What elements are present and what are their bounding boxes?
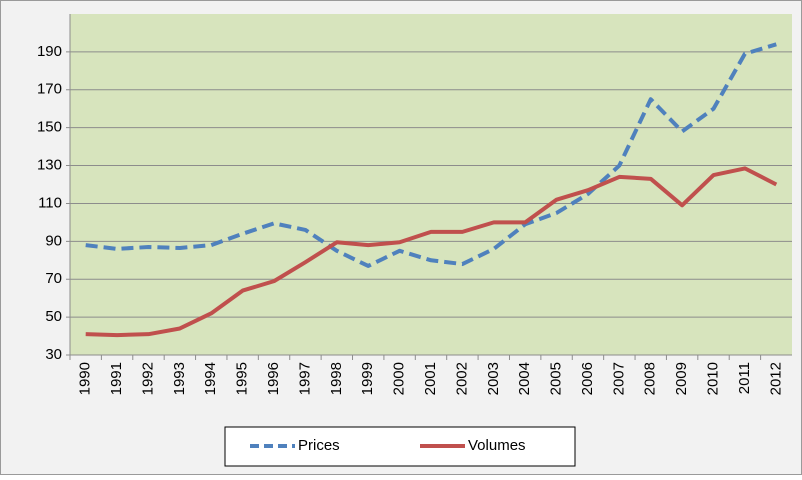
x-tick-label: 2009 [673,362,690,395]
x-tick-label: 2007 [610,362,627,395]
x-tick-label: 1998 [328,362,345,395]
x-tick-label: 2011 [736,362,753,394]
y-tick-label: 190 [37,43,62,60]
x-tick-label: 1995 [234,362,251,395]
y-tick-label: 170 [37,81,62,98]
x-tick-label: 2001 [422,362,439,395]
x-tick-label: 2004 [516,362,533,395]
x-tick-label: 1999 [359,362,376,395]
x-tick-label: 1997 [296,362,313,395]
y-tick-label: 90 [45,232,62,249]
x-tick-label: 1993 [171,362,188,395]
x-tick-label: 1991 [108,362,125,395]
x-tick-label: 1992 [139,362,156,395]
x-tick-label: 2012 [767,362,784,395]
y-tick-label: 30 [45,346,62,363]
x-tick-label: 2000 [391,362,408,395]
x-tick-label: 2005 [548,362,565,395]
x-tick-label: 1994 [202,362,219,395]
legend-label: Volumes [468,437,526,454]
line-series [85,166,778,338]
y-tick-label: 150 [37,119,62,136]
y-tick-label: 110 [38,194,62,211]
x-tick-label: 2010 [704,362,721,395]
x-tick-label: 2002 [453,362,470,395]
x-tick-label: 1990 [77,362,94,395]
x-tick-label: 2003 [485,362,502,395]
y-tick-label: 50 [45,308,62,325]
x-tick-label: 1996 [265,362,282,395]
plot-area [70,14,792,355]
line-series [85,42,777,268]
x-tick-label: 2006 [579,362,596,395]
y-tick-label: 70 [45,270,62,287]
x-tick-label: 2008 [642,362,659,395]
y-tick-label: 130 [37,157,62,174]
legend-label: Prices [298,437,340,454]
